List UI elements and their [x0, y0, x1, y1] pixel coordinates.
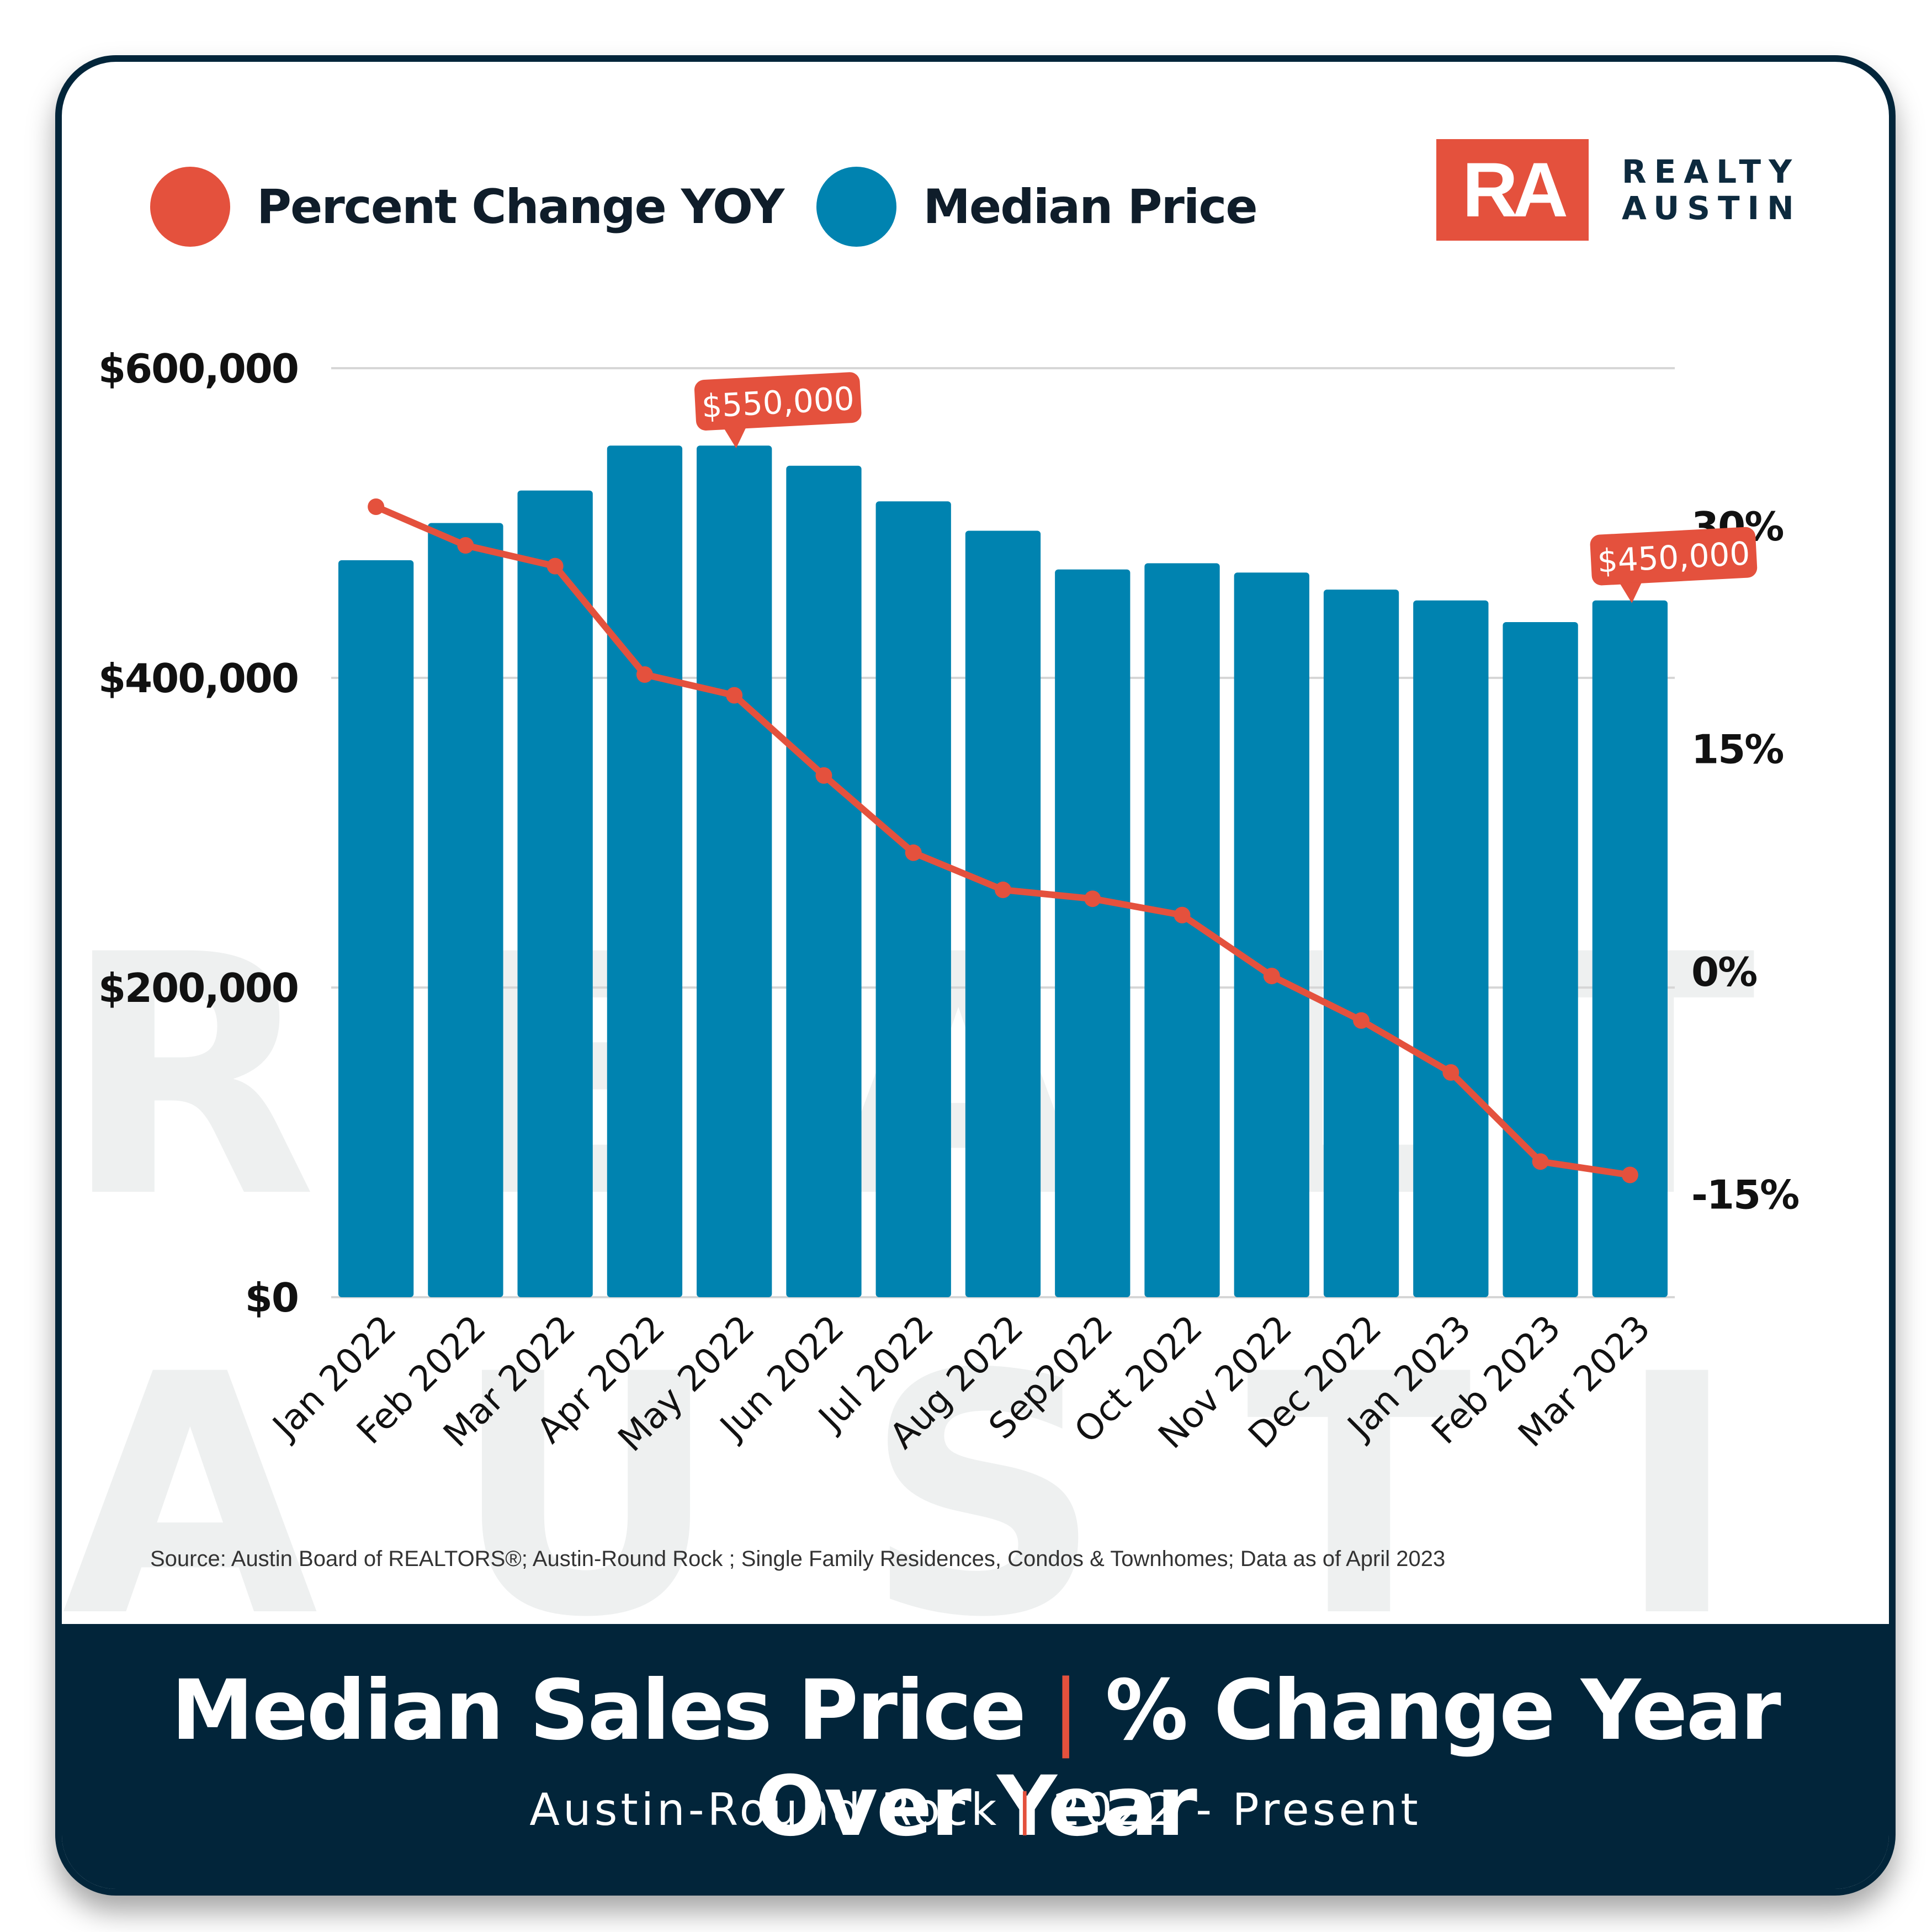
bar	[1503, 622, 1578, 1297]
watermark-austin: AUSTIN	[62, 1304, 1889, 1690]
logo-line1: REALTY	[1622, 153, 1800, 190]
legend-item-percent-change: Percent Change YOY	[150, 167, 784, 247]
bar	[697, 445, 772, 1297]
callout-box	[694, 372, 862, 431]
bar	[875, 501, 951, 1297]
bar	[1144, 563, 1220, 1298]
subtitle-left: Austin-Round Rock	[529, 1784, 1000, 1835]
chart-card: REALTY AUSTIN Percent Change YOY Median …	[55, 55, 1896, 1896]
callout-pointer	[724, 427, 746, 449]
title-separator: |	[1052, 1663, 1080, 1759]
line-point	[457, 537, 474, 554]
line-point	[1353, 1012, 1370, 1029]
bar	[786, 465, 862, 1297]
value-callout: $450,000	[1590, 527, 1758, 603]
source-note: Source: Austin Board of REALTORS®; Austi…	[150, 1547, 1446, 1571]
logo-mark: RA	[1436, 139, 1589, 241]
right-axis-tick-label: 15%	[1691, 726, 1783, 773]
title-right: % Change Year Over Year	[755, 1663, 1781, 1855]
line-point	[1263, 968, 1280, 985]
logo-wordmark: REALTY AUSTIN	[1622, 153, 1802, 226]
combo-chart: $0$200,000$400,000$600,00030%15%0%-15%Ja…	[98, 346, 1800, 1459]
legend-label: Median Price	[923, 179, 1257, 235]
title-left: Median Sales Price	[171, 1663, 1026, 1759]
bar	[1055, 569, 1130, 1297]
value-callout: $550,000	[694, 372, 862, 449]
bar	[1413, 600, 1489, 1297]
line-point	[546, 558, 564, 575]
bar	[607, 445, 683, 1297]
line-point	[368, 498, 385, 516]
callout-label: $550,000	[700, 380, 855, 425]
bar	[1234, 572, 1309, 1297]
line-point	[1621, 1166, 1638, 1183]
line-point	[815, 767, 832, 784]
bar	[428, 523, 503, 1297]
realty-austin-logo: RA REALTY AUSTIN	[1436, 139, 1802, 241]
subtitle-right: 2022 - Present	[1053, 1784, 1421, 1835]
bar	[1592, 600, 1668, 1297]
bar	[1323, 590, 1399, 1297]
right-axis-tick-label: -15%	[1691, 1172, 1798, 1218]
line-point	[1532, 1153, 1549, 1170]
callout-box	[1590, 527, 1758, 586]
subtitle-separator: |	[1017, 1784, 1036, 1835]
legend-dot-icon	[150, 167, 230, 247]
bar	[338, 560, 414, 1297]
line-point	[726, 687, 743, 704]
left-axis-tick-label: $400,000	[98, 655, 298, 702]
right-axis-tick-label: 0%	[1691, 949, 1756, 995]
legend: Percent Change YOY Median Price	[150, 167, 1290, 247]
line-point	[1084, 890, 1101, 907]
line-point	[1442, 1064, 1459, 1081]
line-point	[1174, 906, 1191, 923]
title-banner: Median Sales Price | % Change Year Over …	[62, 1624, 1889, 1889]
bar	[517, 490, 593, 1297]
line-point	[905, 844, 922, 861]
line-point	[636, 666, 653, 683]
legend-dot-icon	[816, 167, 897, 247]
chart-title: Median Sales Price | % Change Year Over …	[62, 1663, 1889, 1855]
bar	[965, 530, 1041, 1297]
chart-subtitle: Austin-Round Rock | 2022 - Present	[62, 1784, 1889, 1835]
logo-line2: AUSTIN	[1622, 189, 1802, 227]
callout-pointer	[1620, 582, 1642, 603]
callout-label: $450,000	[1596, 534, 1751, 580]
line-point	[995, 882, 1011, 899]
legend-label: Percent Change YOY	[257, 179, 784, 235]
left-axis-tick-label: $600,000	[98, 346, 298, 392]
left-axis-tick-label: $200,000	[98, 965, 298, 1011]
legend-item-median-price: Median Price	[816, 167, 1258, 247]
left-axis-tick-label: $0	[245, 1275, 298, 1321]
